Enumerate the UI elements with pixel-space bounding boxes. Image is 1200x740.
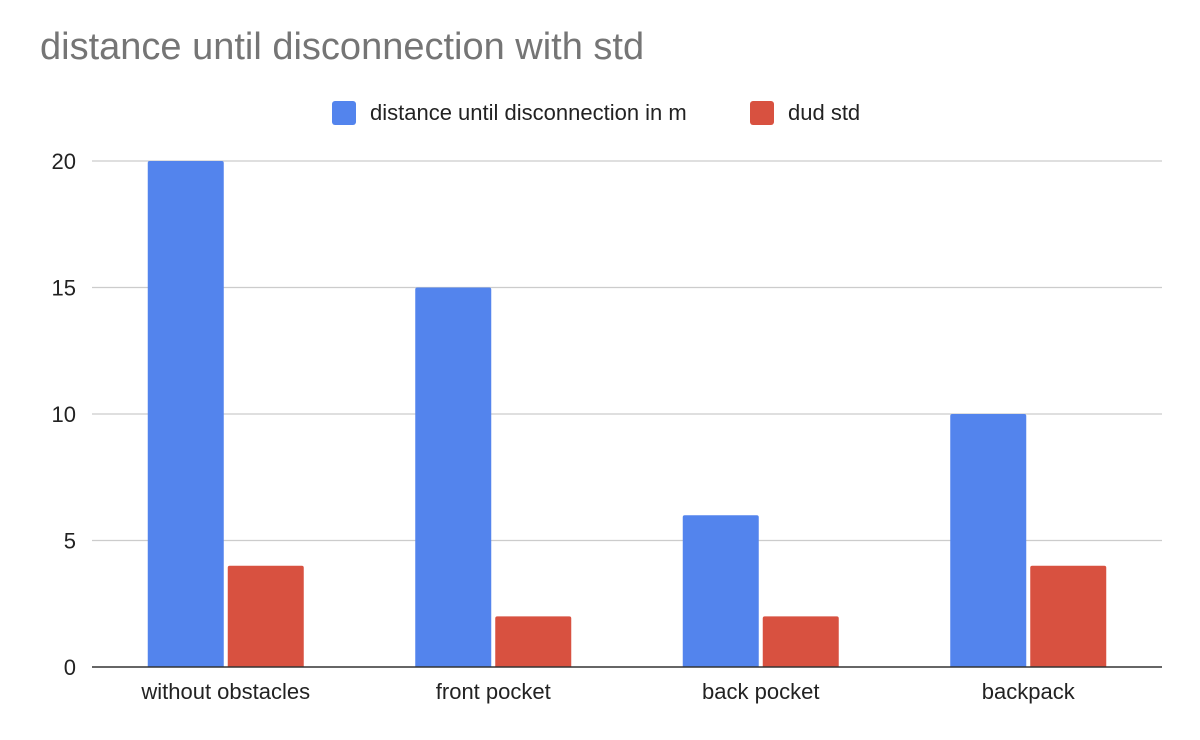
legend-swatch-distance bbox=[332, 101, 356, 125]
y-tick-label-10: 10 bbox=[52, 402, 76, 427]
legend-item-std: dud std bbox=[750, 98, 860, 128]
legend: distance until disconnection in m dud st… bbox=[0, 98, 1200, 128]
bar-distance-3 bbox=[950, 414, 1027, 667]
legend-label-std: dud std bbox=[788, 100, 861, 125]
bar-distance-1 bbox=[415, 287, 492, 667]
bar-std-2 bbox=[762, 616, 839, 667]
bar-distance-0 bbox=[147, 161, 224, 667]
x-tick-label-1: front pocket bbox=[436, 679, 551, 704]
x-tick-label-0: without obstacles bbox=[140, 679, 310, 704]
y-tick-label-0: 0 bbox=[64, 655, 76, 680]
bar-std-3 bbox=[1030, 565, 1107, 667]
y-tick-label-5: 5 bbox=[64, 529, 76, 554]
y-tick-label-20: 20 bbox=[52, 149, 76, 174]
bar-std-0 bbox=[227, 565, 304, 667]
x-tick-label-2: back pocket bbox=[702, 679, 819, 704]
legend-swatch-std bbox=[750, 101, 774, 125]
bar-std-1 bbox=[495, 616, 572, 667]
chart-title: distance until disconnection with std bbox=[40, 26, 645, 68]
y-tick-label-15: 15 bbox=[52, 276, 76, 301]
legend-item-distance: distance until disconnection in m bbox=[332, 98, 687, 128]
x-tick-label-3: backpack bbox=[982, 679, 1076, 704]
legend-label-distance: distance until disconnection in m bbox=[370, 100, 687, 125]
bar-distance-2 bbox=[682, 515, 759, 667]
